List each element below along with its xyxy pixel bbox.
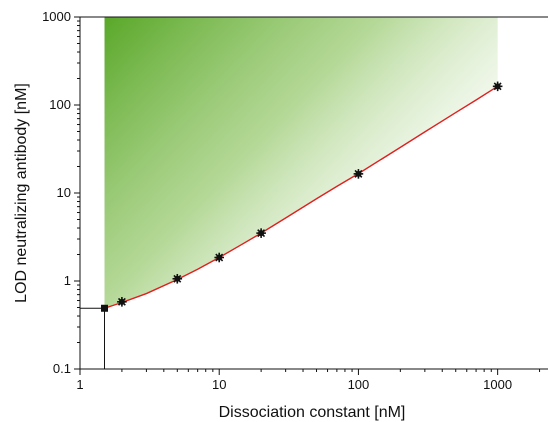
y-tick-label: 10 xyxy=(57,185,71,200)
data-point-spoke xyxy=(354,169,363,178)
data-point-spoke xyxy=(493,82,502,91)
data-point xyxy=(353,169,364,179)
y-tick-label: 0.1 xyxy=(53,361,71,376)
data-point xyxy=(117,297,127,307)
data-point xyxy=(256,228,266,238)
data-point-spoke xyxy=(257,229,266,238)
x-tick-label: 100 xyxy=(348,377,370,392)
y-axis-label: LOD neutralizing antibody [nM] xyxy=(13,83,30,303)
x-tick-label: 10 xyxy=(212,377,226,392)
data-point-spoke xyxy=(117,297,126,306)
x-tick-label: 1000 xyxy=(483,377,512,392)
data-point-spoke xyxy=(215,253,224,262)
y-tick-label: 1000 xyxy=(42,9,71,24)
y-tick-label: 100 xyxy=(49,97,71,112)
data-point xyxy=(172,273,183,284)
shaded-region xyxy=(104,17,498,309)
y-tick-label: 1 xyxy=(64,273,71,288)
x-tick-label: 1 xyxy=(76,377,83,392)
limit-marker xyxy=(101,304,109,312)
data-point xyxy=(214,252,225,263)
data-point-spoke xyxy=(173,274,182,283)
fit-curve xyxy=(104,85,499,309)
x-axis-label: Dissociation constant [nM] xyxy=(219,404,406,421)
data-point xyxy=(492,81,503,92)
